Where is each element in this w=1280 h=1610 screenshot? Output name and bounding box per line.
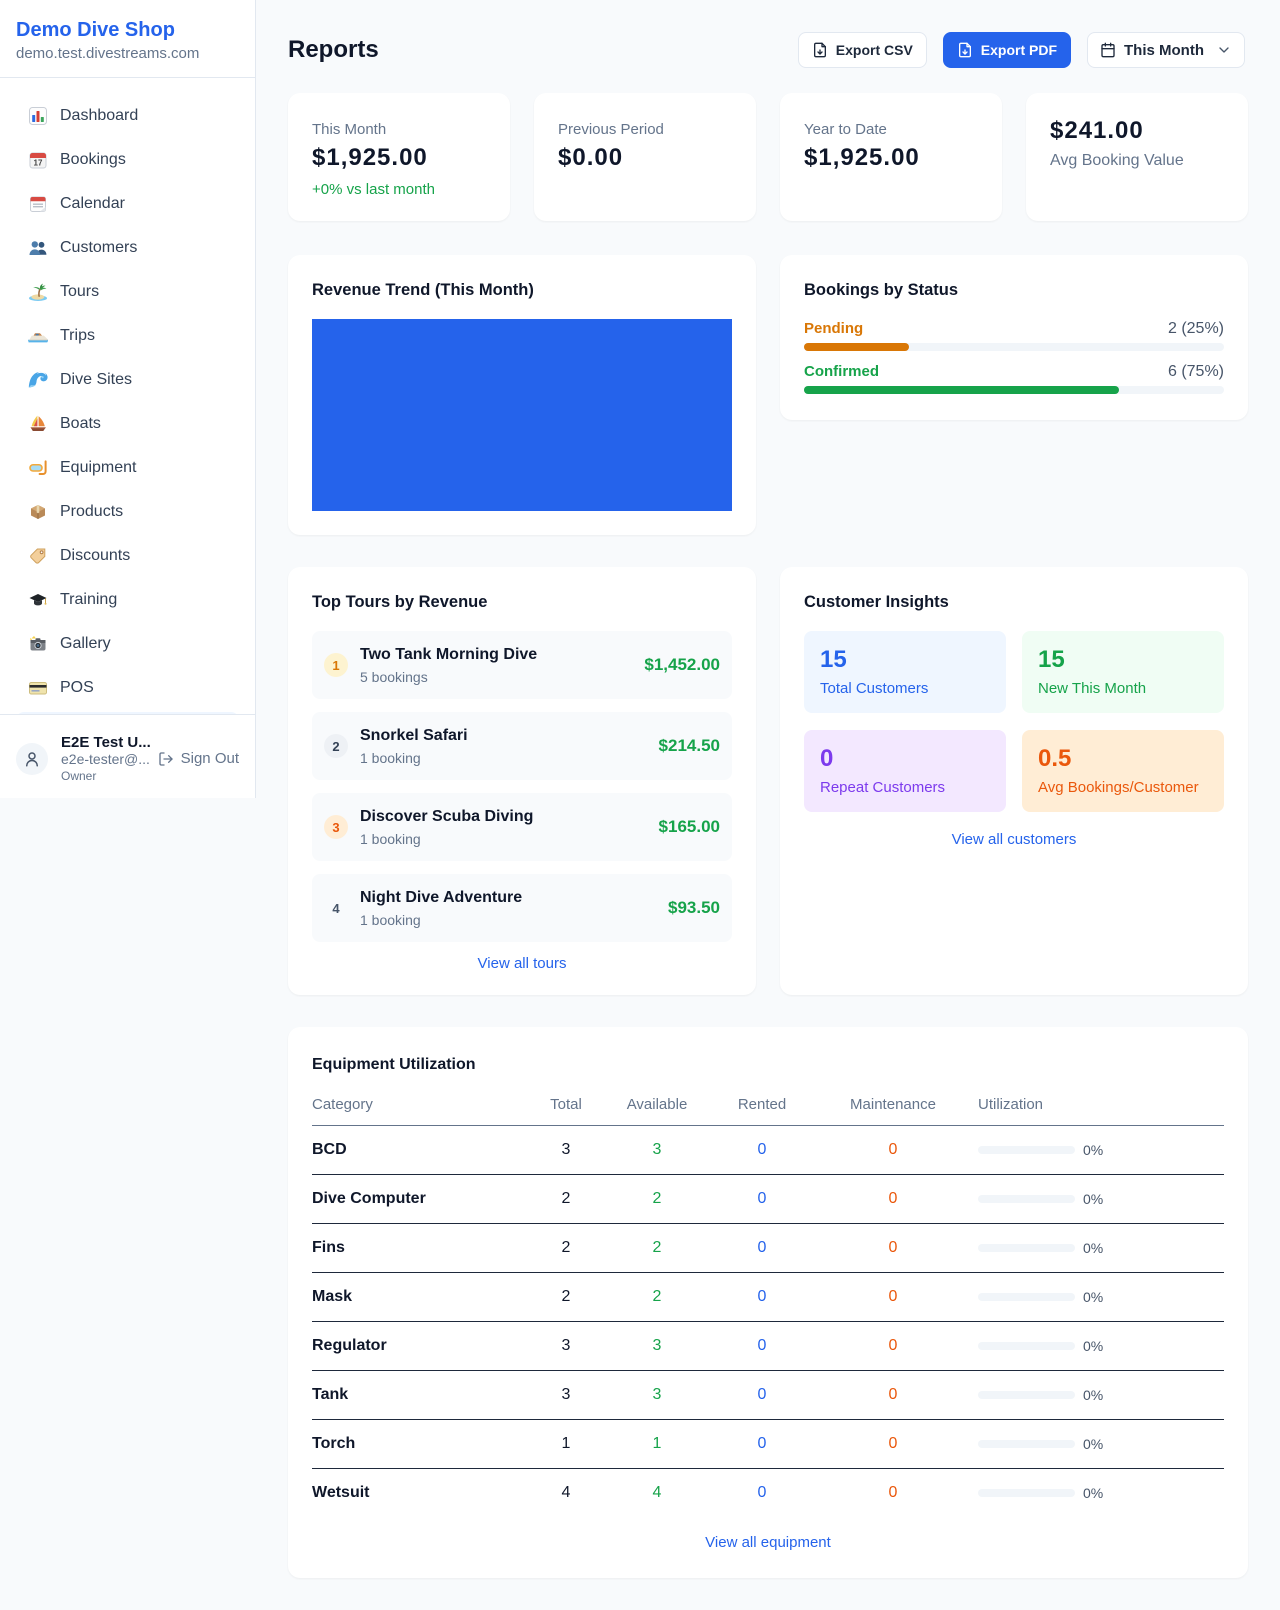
svg-text:17: 17 bbox=[34, 159, 43, 168]
